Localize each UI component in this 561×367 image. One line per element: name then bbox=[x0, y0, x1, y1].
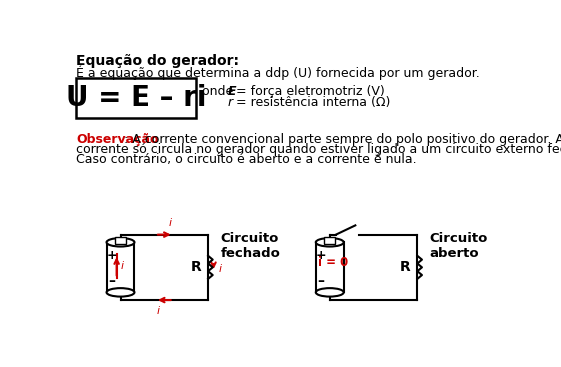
Text: i: i bbox=[169, 218, 172, 228]
Text: +: + bbox=[107, 249, 117, 262]
Ellipse shape bbox=[316, 288, 344, 297]
Ellipse shape bbox=[107, 238, 135, 247]
Text: –: – bbox=[318, 275, 325, 288]
Bar bbox=[115, 237, 126, 244]
Ellipse shape bbox=[107, 288, 135, 297]
Text: Caso contrário, o circuito é aberto e a corrente é nula.: Caso contrário, o circuito é aberto e a … bbox=[76, 153, 417, 166]
Bar bbox=[107, 242, 135, 292]
Text: : A corrente convencional parte sempre do polo positivo do gerador. A: : A corrente convencional parte sempre d… bbox=[125, 132, 561, 146]
Text: r: r bbox=[227, 96, 233, 109]
Text: i: i bbox=[121, 261, 123, 271]
Text: U = E – ri: U = E – ri bbox=[66, 84, 206, 112]
Bar bbox=[324, 237, 335, 244]
Text: Observação: Observação bbox=[76, 132, 159, 146]
Text: Equação do gerador:: Equação do gerador: bbox=[76, 54, 240, 68]
Text: corrente só circula no gerador quando estiver ligado a um circuito externo fecha: corrente só circula no gerador quando es… bbox=[76, 143, 561, 156]
Text: R: R bbox=[399, 260, 410, 275]
Bar bbox=[316, 242, 344, 292]
Text: i: i bbox=[218, 264, 221, 274]
Text: onde: onde bbox=[202, 85, 245, 98]
Text: = resistência interna (Ω): = resistência interna (Ω) bbox=[232, 96, 390, 109]
Text: E: E bbox=[227, 85, 236, 98]
Text: –: – bbox=[108, 275, 116, 288]
Text: É a equação que determina a ddp (U) fornecida por um gerador.: É a equação que determina a ddp (U) forn… bbox=[76, 66, 480, 80]
Text: Circuito
fechado: Circuito fechado bbox=[220, 232, 280, 259]
Text: i: i bbox=[157, 306, 160, 316]
Bar bbox=[76, 78, 196, 118]
Text: Circuito
aberto: Circuito aberto bbox=[430, 232, 488, 259]
Text: +: + bbox=[316, 249, 327, 262]
Ellipse shape bbox=[316, 238, 344, 247]
Text: R: R bbox=[190, 260, 201, 275]
Text: = força eletromotriz (V): = força eletromotriz (V) bbox=[232, 85, 385, 98]
Text: i = 0: i = 0 bbox=[318, 256, 348, 269]
